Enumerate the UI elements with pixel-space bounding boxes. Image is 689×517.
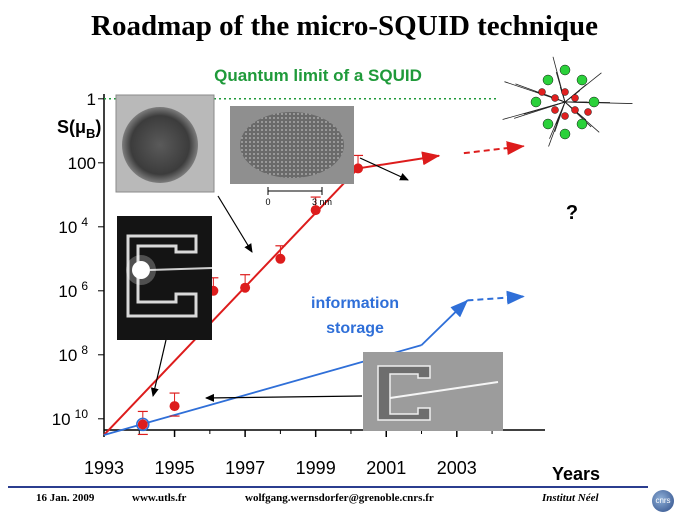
footer-date: 16 Jan. 2009 — [36, 492, 95, 504]
pointer-arrow-squid-device — [205, 393, 363, 402]
squid-trend-line — [357, 151, 441, 170]
molecule-atom — [571, 94, 579, 102]
molecule-atom — [538, 88, 546, 96]
molecule-atom — [561, 112, 569, 120]
slide-title: Roadmap of the micro-SQUID technique — [91, 10, 598, 42]
molecule-atom — [561, 88, 569, 96]
y-tick-label: 10 8 — [58, 343, 88, 365]
data-point — [137, 419, 148, 430]
molecule-atom — [542, 118, 554, 130]
x-axis-label-box — [546, 462, 606, 484]
molecule-bond — [502, 101, 566, 120]
data-point — [169, 401, 180, 412]
footer-divider — [8, 486, 648, 488]
data-point — [310, 205, 321, 216]
storage-projection-line — [467, 290, 525, 305]
scale-label-3nm: 3 nm — [312, 197, 332, 207]
x-tick-label: 1997 — [225, 458, 265, 478]
x-ticks: 1993 1995 1997 1999 2001 2003 — [84, 430, 493, 478]
x-tick-label: 2003 — [437, 458, 477, 478]
annotation-question: ? — [566, 202, 578, 224]
molecule-atom — [542, 74, 554, 86]
x-tick-label: 2001 — [366, 458, 406, 478]
footer-email: wolfgang.wernsdorfer@grenoble.cnrs.fr — [245, 492, 434, 504]
storage-trend-line — [420, 299, 469, 346]
molecule-atom — [559, 128, 571, 140]
y-tick-label: 1 — [87, 90, 96, 109]
pointer-arrow-hrtem — [359, 157, 409, 181]
squid-projection-line — [463, 141, 525, 156]
x-tick-label: 1999 — [296, 458, 336, 478]
x-tick-label: 1993 — [84, 458, 124, 478]
molecule-bond — [549, 101, 566, 139]
footer-site: www.utls.fr — [132, 492, 187, 504]
molecule-atom — [559, 64, 571, 76]
molecule-atom — [551, 94, 559, 102]
y-tick-label: 10 4 — [58, 215, 88, 237]
y-axis-label: S(μB) — [57, 117, 101, 141]
pointer-arrow-microsquid — [150, 339, 167, 397]
molecule-atom — [576, 118, 588, 130]
tem-nanoparticle-image — [115, 94, 215, 193]
data-point-halo — [136, 417, 150, 432]
cnrs-logo: cnrs — [652, 490, 674, 512]
sem-microsquid-image — [117, 216, 213, 340]
data-point — [353, 163, 364, 174]
y-tick-label: 100 — [68, 154, 96, 173]
pointer-arrow-tem — [217, 195, 253, 253]
molecule-atom — [584, 108, 592, 116]
y-tick-label: 10 6 — [58, 279, 88, 301]
x-tick-label: 1995 — [155, 458, 195, 478]
data-point — [275, 253, 286, 264]
scale-label-zero: 0 — [265, 197, 270, 207]
hrtem-lattice-image: 0 3 nm — [230, 106, 354, 207]
annotation-information: information — [311, 295, 399, 312]
molecule-atom — [588, 96, 600, 108]
y-tick-label: 10 10 — [52, 407, 89, 429]
molecule-atom — [551, 106, 559, 114]
molecule-atom — [530, 96, 542, 108]
molecular-magnet-structure — [502, 56, 633, 147]
annotation-storage: storage — [326, 320, 384, 337]
footer-institute: Institut Néel — [542, 492, 599, 504]
sem-squid-device-image — [363, 352, 503, 431]
molecule-atom — [576, 74, 588, 86]
x-axis-label: Years — [552, 464, 600, 484]
quantum-limit-label: Quantum limit of a SQUID — [214, 66, 422, 85]
data-point — [240, 282, 251, 293]
molecule-atom — [571, 106, 579, 114]
